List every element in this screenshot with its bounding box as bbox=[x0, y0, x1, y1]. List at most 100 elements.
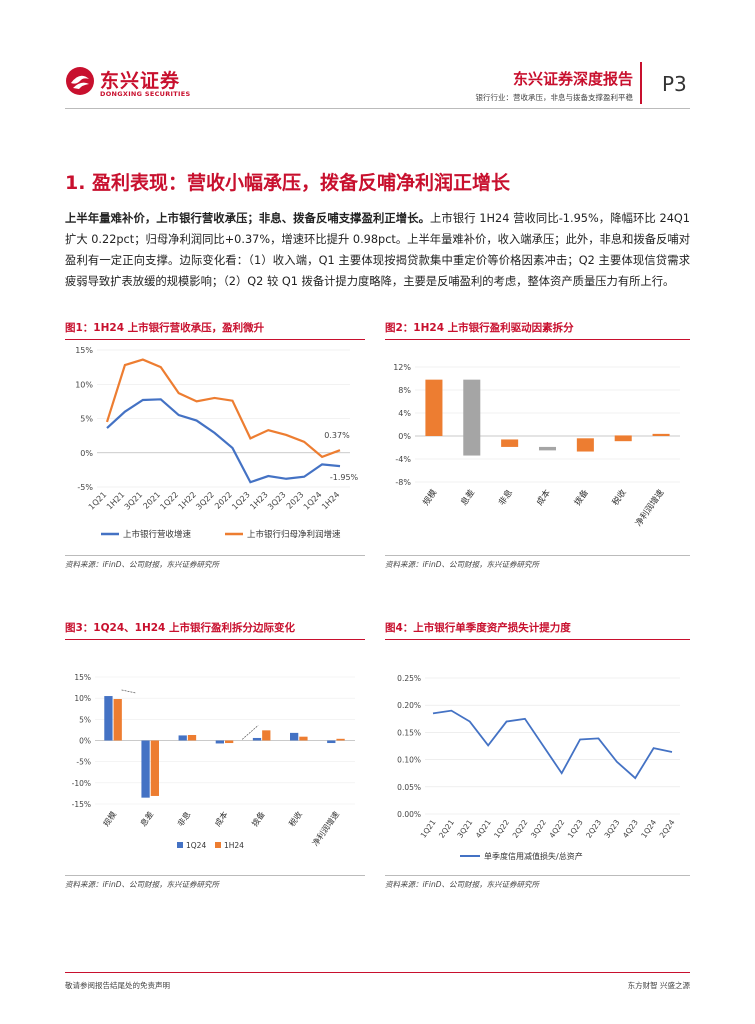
bar-1Q24-拨备 bbox=[252, 737, 262, 741]
paragraph-lead: 上半年量难补价，上市银行营收承压；非息、拨备反哺支撑盈利正增长。 bbox=[65, 212, 431, 225]
legend-label-provision: 单季度信用减值损失/总资产 bbox=[484, 851, 583, 861]
x-tick-label: 3Q23 bbox=[603, 818, 622, 840]
y-tick-label: -8% bbox=[395, 478, 411, 487]
bar-规模 bbox=[425, 379, 443, 436]
y-tick-label: 15% bbox=[74, 673, 91, 682]
body-paragraph: 上半年量难补价，上市银行营收承压；非息、拨备反哺支撑盈利正增长。上市银行 1H2… bbox=[65, 208, 690, 292]
x-tick-label: 3Q22 bbox=[194, 490, 216, 512]
page-number: P3 bbox=[662, 72, 687, 96]
x-tick-label: 2Q21 bbox=[437, 818, 456, 840]
x-tick-label: 4Q23 bbox=[621, 818, 640, 840]
trend-arrow bbox=[241, 725, 259, 740]
bar-1H24-非息 bbox=[187, 734, 197, 741]
x-tick-label: 息差 bbox=[458, 487, 477, 507]
y-tick-label: 0% bbox=[79, 737, 91, 746]
y-tick-label: 10% bbox=[74, 694, 91, 703]
y-tick-label: -4% bbox=[395, 455, 411, 464]
x-tick-label: 2Q22 bbox=[511, 818, 530, 840]
bar-拨备 bbox=[576, 438, 594, 452]
x-tick-label: 1Q21 bbox=[87, 490, 109, 512]
logo-english: DONGXING SECURITIES bbox=[100, 90, 191, 98]
x-tick-label: 3Q21 bbox=[123, 490, 145, 512]
y-tick-label: -15% bbox=[72, 800, 91, 809]
bar-息差 bbox=[463, 379, 481, 456]
x-tick-label: 2022 bbox=[213, 490, 234, 511]
x-tick-label: 4Q22 bbox=[547, 818, 566, 840]
x-tick-label: 1H21 bbox=[105, 490, 126, 511]
legend-label-revenue: 上市银行营收增速 bbox=[123, 529, 192, 540]
figure1-source-rule bbox=[65, 555, 365, 556]
bar-1Q24-规模 bbox=[104, 696, 113, 741]
y-tick-label: 5% bbox=[80, 415, 93, 424]
y-tick-label: 0.20% bbox=[397, 701, 421, 710]
bar-1H24-成本 bbox=[225, 740, 234, 744]
x-tick-label: 1Q22 bbox=[492, 818, 511, 840]
bar-1Q24-息差 bbox=[141, 740, 150, 798]
bar-1H24-息差 bbox=[150, 740, 159, 796]
series-line-2 bbox=[105, 358, 341, 459]
x-tick-label: 息差 bbox=[138, 809, 155, 828]
figure2-rule bbox=[385, 339, 690, 340]
figure4-rule bbox=[385, 639, 690, 640]
x-tick-label: 成本 bbox=[212, 809, 229, 828]
y-tick-label: 10% bbox=[75, 380, 93, 389]
bar-1Q24-税收 bbox=[290, 732, 299, 741]
x-tick-label: 2Q23 bbox=[584, 818, 603, 840]
x-tick-label: 1Q21 bbox=[419, 818, 438, 840]
x-tick-label: 1Q24 bbox=[302, 490, 324, 512]
x-tick-label: 净利润增速 bbox=[310, 809, 341, 848]
x-tick-label: 4Q21 bbox=[474, 818, 493, 840]
legend-label-1h24: 1H24 bbox=[224, 841, 244, 850]
header-divider bbox=[640, 62, 642, 104]
figure1-title: 图1：1H24 上市银行营收承压，盈利微升 bbox=[65, 322, 265, 334]
x-tick-label: 成本 bbox=[534, 487, 553, 508]
y-tick-label: 15% bbox=[75, 346, 93, 355]
data-label-revenue: -1.95% bbox=[330, 473, 359, 482]
y-tick-label: 0.15% bbox=[397, 728, 421, 737]
figure3-source-rule bbox=[65, 875, 365, 876]
report-subtitle: 银行行业：营收承压，非息与拨备支撑盈利平稳 bbox=[475, 93, 634, 102]
legend-swatch-1h24 bbox=[215, 842, 221, 848]
x-tick-label: 1Q23 bbox=[230, 490, 252, 512]
x-tick-label: 1Q24 bbox=[639, 818, 658, 840]
x-tick-label: 1H24 bbox=[320, 490, 341, 511]
figure4-title: 图4：上市银行单季度资产损失计提力度 bbox=[385, 622, 571, 634]
x-tick-label: 2021 bbox=[141, 490, 162, 511]
y-tick-label: 4% bbox=[398, 409, 411, 418]
x-tick-label: 非息 bbox=[175, 809, 192, 828]
y-tick-label: 0.25% bbox=[397, 674, 421, 683]
series-line-provision bbox=[432, 709, 673, 780]
data-label-profit: 0.37% bbox=[324, 431, 350, 440]
x-tick-label: 拨备 bbox=[572, 487, 591, 508]
y-tick-label: 0.05% bbox=[397, 783, 421, 792]
y-tick-label: 5% bbox=[79, 715, 91, 724]
y-tick-label: 12% bbox=[393, 363, 411, 372]
y-tick-label: 0% bbox=[80, 449, 93, 458]
series-line-1 bbox=[106, 398, 341, 484]
logo-name: 东兴证券 bbox=[100, 70, 181, 92]
y-tick-label: -5% bbox=[77, 483, 93, 492]
x-tick-label: 税收 bbox=[610, 487, 629, 508]
section-title: 1. 盈利表现：营收小幅承压，拨备反哺净利润正增长 bbox=[65, 172, 511, 194]
header-rule bbox=[65, 108, 690, 109]
y-tick-label: 0.10% bbox=[397, 756, 421, 765]
bar-1Q24-非息 bbox=[178, 735, 187, 741]
x-tick-label: 规模 bbox=[101, 809, 118, 828]
footer-rule bbox=[65, 972, 690, 973]
figure3-source: 资料来源：iFinD、公司财报，东兴证券研究所 bbox=[65, 880, 220, 889]
y-tick-label: 8% bbox=[398, 386, 411, 395]
x-tick-label: 净利润增速 bbox=[633, 487, 667, 529]
figure3-rule bbox=[65, 639, 365, 640]
chart2-profit-drivers: 12% 8% 4% 0% -4% -8% 规模 息差 非息 成本 拨备 税收 净利润增速 bbox=[393, 363, 680, 529]
x-tick-label: 税收 bbox=[287, 809, 304, 828]
figure4-source-rule bbox=[385, 875, 690, 876]
bar-1Q24-成本 bbox=[215, 740, 224, 744]
report-title: 东兴证券深度报告 bbox=[512, 70, 633, 88]
chart4-provision-intensity: 0.25%0.20%0.15%0.10%0.05%0.00%1Q21 2Q21 3Q… bbox=[397, 674, 680, 861]
chart3-marginal-change: 15% 10% 5% 0% -5% -10% -15% 规模 息差 非息 成本 拨备 税收 净利润增速 1Q… bbox=[72, 673, 355, 850]
figure2-title: 图2：1H24 上市银行盈利驱动因素拆分 bbox=[385, 322, 574, 334]
dongxing-logo-icon bbox=[66, 67, 94, 95]
chart1-revenue-profit-growth: 15%10%5%0%-5%1Q211H213Q2120211Q221H223Q2… bbox=[75, 346, 359, 540]
footer-slogan: 东方财智 兴盛之源 bbox=[627, 981, 690, 990]
x-tick-label: 1Q23 bbox=[566, 818, 585, 840]
